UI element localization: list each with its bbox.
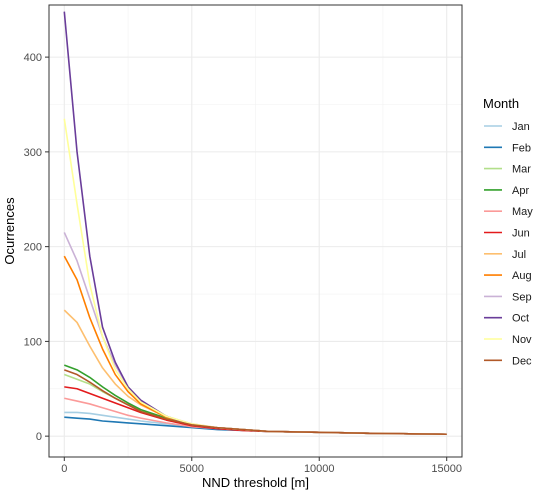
y-tick-label: 100 [24, 336, 42, 348]
legend-item-aug: Aug [484, 270, 532, 282]
y-tick-label: 200 [24, 242, 42, 254]
y-axis-title: Ocurrences [2, 197, 17, 265]
legend-item-jan: Jan [484, 121, 530, 133]
x-tick-label: 15000 [431, 463, 462, 475]
legend-item-nov: Nov [484, 334, 532, 346]
legend-label-dec: Dec [512, 355, 532, 367]
legend-item-dec: Dec [484, 355, 532, 367]
series-line-dec [64, 369, 447, 436]
grid-lines [49, 5, 462, 457]
plot-frame [48, 4, 463, 458]
x-tick-label: 10000 [304, 463, 335, 475]
x-tick-label: 0 [61, 463, 67, 475]
legend-label-jun: Jun [512, 228, 530, 240]
legend-item-feb: Feb [484, 142, 531, 154]
y-tick-label: 0 [36, 431, 42, 443]
legend-item-sep: Sep [484, 291, 532, 303]
legend-item-mar: Mar [484, 164, 531, 176]
legend-item-may: May [484, 206, 533, 218]
legend: Month Jan Feb Mar Apr May Jun Jul Aug Sep Oct Nov D… [483, 96, 533, 367]
legend-title: Month [483, 96, 519, 111]
y-tick-label: 300 [24, 147, 42, 159]
legend-label-oct: Oct [512, 313, 529, 325]
panel-border [48, 4, 463, 458]
legend-label-sep: Sep [512, 291, 532, 303]
legend-label-apr: Apr [512, 185, 529, 197]
y-tick-label: 400 [24, 52, 42, 64]
legend-item-apr: Apr [484, 185, 529, 197]
legend-item-jun: Jun [484, 228, 530, 240]
legend-label-may: May [512, 206, 533, 218]
legend-item-oct: Oct [484, 313, 529, 325]
legend-item-jul: Jul [484, 249, 526, 261]
legend-label-jul: Jul [512, 249, 526, 261]
y-axis-ticks: 0 100 200 300 400 [24, 52, 49, 443]
legend-label-nov: Nov [512, 334, 532, 346]
series-lines [63, 11, 447, 436]
x-axis-ticks: 0 5000 10000 15000 [61, 457, 462, 475]
legend-label-mar: Mar [512, 164, 531, 176]
legend-label-aug: Aug [512, 270, 532, 282]
legend-label-jan: Jan [512, 121, 530, 133]
x-tick-label: 5000 [180, 463, 204, 475]
legend-label-feb: Feb [512, 142, 531, 154]
x-axis-title: NND threshold [m] [202, 475, 309, 490]
